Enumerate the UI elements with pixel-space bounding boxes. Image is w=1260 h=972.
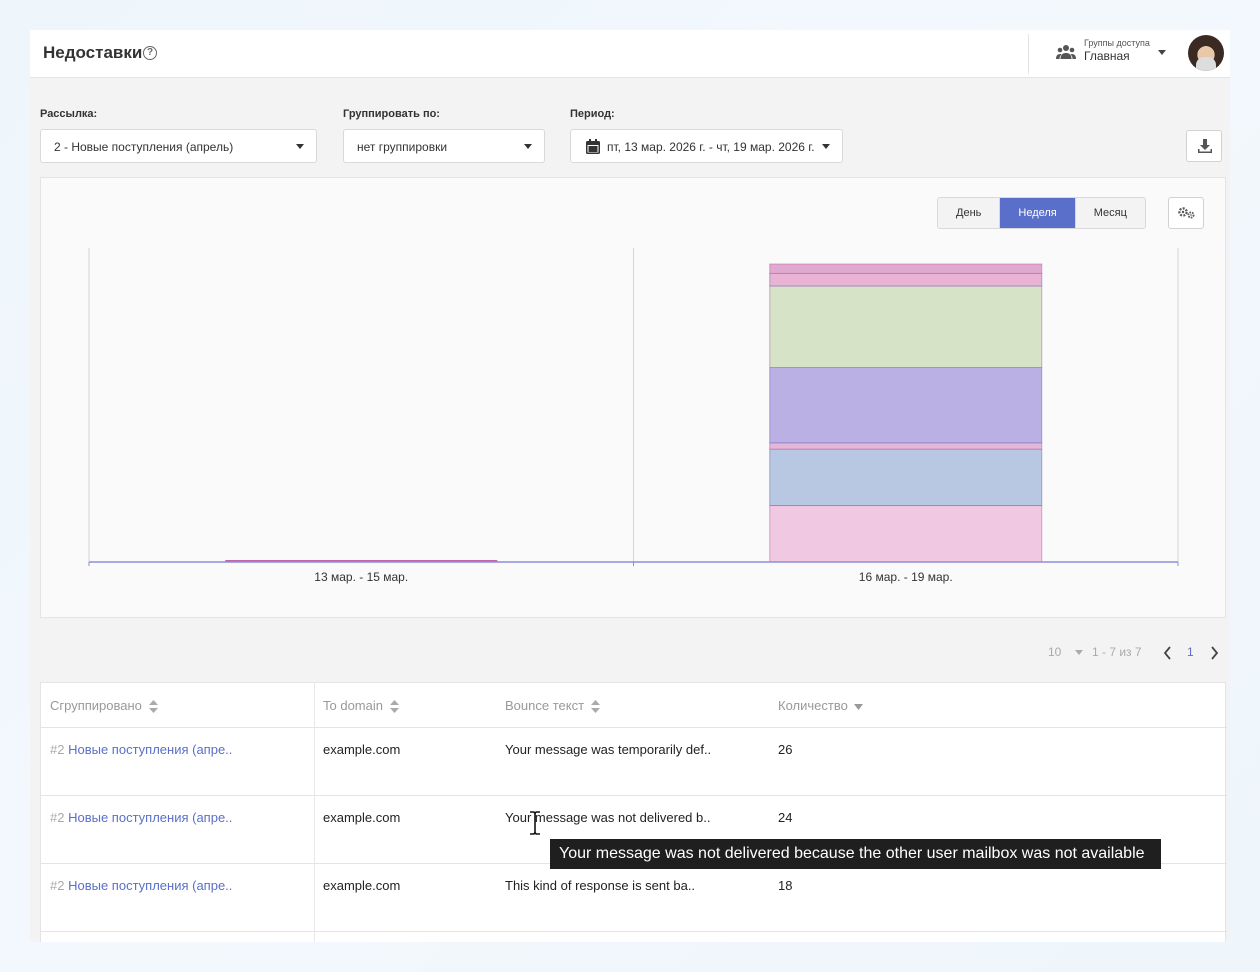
bounces-table: Сгруппировано To domain Bounce текст Кол…	[40, 682, 1227, 942]
page-size-value: 10	[1048, 645, 1062, 659]
period-toggle: День Неделя Месяц	[937, 197, 1146, 229]
column-header-label: Количество	[778, 698, 848, 713]
period-label: Период:	[570, 108, 615, 120]
table-cell-bounce-text[interactable]: Your message was temporarily def..	[505, 742, 712, 757]
app-window: Недоставки ? Группы доступа Главная Расс…	[30, 30, 1230, 942]
chart-bar-segment	[769, 272, 1043, 287]
gears-icon	[1178, 207, 1195, 219]
text-cursor-icon	[530, 811, 540, 835]
column-header-label: Bounce текст	[505, 698, 585, 713]
column-header-label: To domain	[323, 698, 383, 713]
mailing-link[interactable]: Новые поступления (апре..	[68, 878, 233, 893]
row-divider	[41, 727, 1227, 728]
help-icon[interactable]: ?	[143, 46, 157, 60]
chevron-left-icon[interactable]	[1163, 646, 1173, 660]
mailing-select-value: 2 - Новые поступления (апрель)	[54, 140, 234, 154]
chart-bar-segment	[769, 505, 1043, 563]
row-divider	[41, 795, 1227, 796]
table-cell-grouped: #2 Новые поступления (апре..	[50, 878, 232, 893]
download-icon	[1198, 139, 1212, 153]
header-divider	[1028, 34, 1029, 74]
chart-bar-segment	[769, 285, 1043, 369]
chart-bar-segment	[769, 442, 1043, 450]
grouping-select[interactable]: нет группировки	[343, 129, 545, 163]
table-cell-bounce-text[interactable]: This kind of response is sent ba..	[505, 878, 696, 893]
mailing-link[interactable]: Новые поступления (апре..	[68, 742, 233, 757]
column-header-bounce-text[interactable]: Bounce текст	[496, 683, 609, 727]
bounce-text-tooltip: Your message was not delivered because t…	[550, 839, 1161, 869]
chevron-down-icon	[1158, 50, 1166, 55]
period-day-button[interactable]: День	[938, 198, 1001, 228]
chart-settings-button[interactable]	[1168, 197, 1204, 229]
period-week-button[interactable]: Неделя	[1000, 198, 1076, 228]
mailing-id: #2	[50, 878, 65, 893]
sort-icon	[148, 700, 158, 714]
caret-down-icon	[1075, 650, 1083, 655]
chart-bar-segment	[769, 367, 1043, 444]
access-group-value: Главная	[1084, 49, 1130, 63]
mailing-select[interactable]: 2 - Новые поступления (апрель)	[40, 129, 317, 163]
page-size-select[interactable]: 10	[1048, 645, 1061, 659]
page-number-current[interactable]: 1	[1187, 645, 1194, 659]
calendar-icon	[586, 139, 600, 154]
period-select-value: пт, 13 мар. 2026 г. - чт, 19 мар. 2026 г…	[607, 140, 815, 154]
mailing-label: Рассылка:	[40, 108, 98, 120]
table-cell-grouped: #2 Новые поступления (апре..	[50, 742, 232, 757]
period-month-button[interactable]: Месяц	[1075, 198, 1145, 228]
chart-panel: День Неделя Месяц 13 мар. - 15 мар. 16 ма…	[40, 177, 1226, 618]
table-cell-domain: example.com	[323, 878, 401, 893]
mailing-id: #2	[50, 810, 65, 825]
pagination: 10 1 - 7 из 7 1	[1030, 644, 1226, 662]
table-cell-domain: example.com	[323, 810, 401, 825]
sort-icon	[590, 700, 600, 714]
period-select[interactable]: пт, 13 мар. 2026 г. - чт, 19 мар. 2026 г…	[570, 129, 843, 163]
users-icon	[1056, 45, 1076, 59]
column-header-grouped[interactable]: Сгруппировано	[41, 683, 167, 727]
sort-desc-icon	[854, 703, 864, 710]
page-title: Недоставки	[43, 43, 143, 62]
x-axis-tick-label: 16 мар. - 19 мар.	[859, 570, 953, 584]
grouping-select-value: нет группировки	[357, 140, 448, 154]
chart-bar-segment	[769, 448, 1043, 507]
caret-down-icon	[524, 144, 532, 149]
column-header-label: Сгруппировано	[50, 698, 142, 713]
column-header-count[interactable]: Количество	[769, 683, 872, 727]
table-cell-grouped: #2 Новые поступления (апре..	[50, 810, 232, 825]
access-group-label: Группы доступа	[1084, 38, 1150, 48]
row-divider	[41, 931, 1227, 932]
avatar[interactable]	[1188, 35, 1224, 71]
table-cell-count: 24	[778, 810, 793, 825]
page-range: 1 - 7 из 7	[1092, 645, 1142, 659]
x-axis-tick-label: 13 мар. - 15 мар.	[314, 570, 408, 584]
table-cell-bounce-text[interactable]: Your message was not delivered b..	[505, 810, 711, 825]
mailing-id: #2	[50, 742, 65, 757]
bar-chart: 13 мар. - 15 мар. 16 мар. - 19 мар.	[88, 248, 1179, 584]
sort-icon	[389, 700, 399, 714]
table-cell-domain: example.com	[323, 742, 401, 757]
download-button[interactable]	[1186, 130, 1222, 162]
access-group-selector[interactable]: Группы доступа Главная	[1056, 36, 1166, 70]
column-divider	[314, 683, 315, 942]
grouping-label: Группировать по:	[343, 108, 440, 120]
column-header-domain[interactable]: To domain	[314, 683, 408, 727]
table-cell-count: 18	[778, 878, 793, 893]
chart-bar-segment	[769, 263, 1043, 274]
caret-down-icon	[822, 144, 830, 149]
table-cell-count: 26	[778, 742, 793, 757]
caret-down-icon	[296, 144, 304, 149]
mailing-link[interactable]: Новые поступления (апре..	[68, 810, 233, 825]
top-header: Недоставки ? Группы доступа Главная	[30, 30, 1230, 78]
chevron-right-icon[interactable]	[1209, 646, 1219, 660]
